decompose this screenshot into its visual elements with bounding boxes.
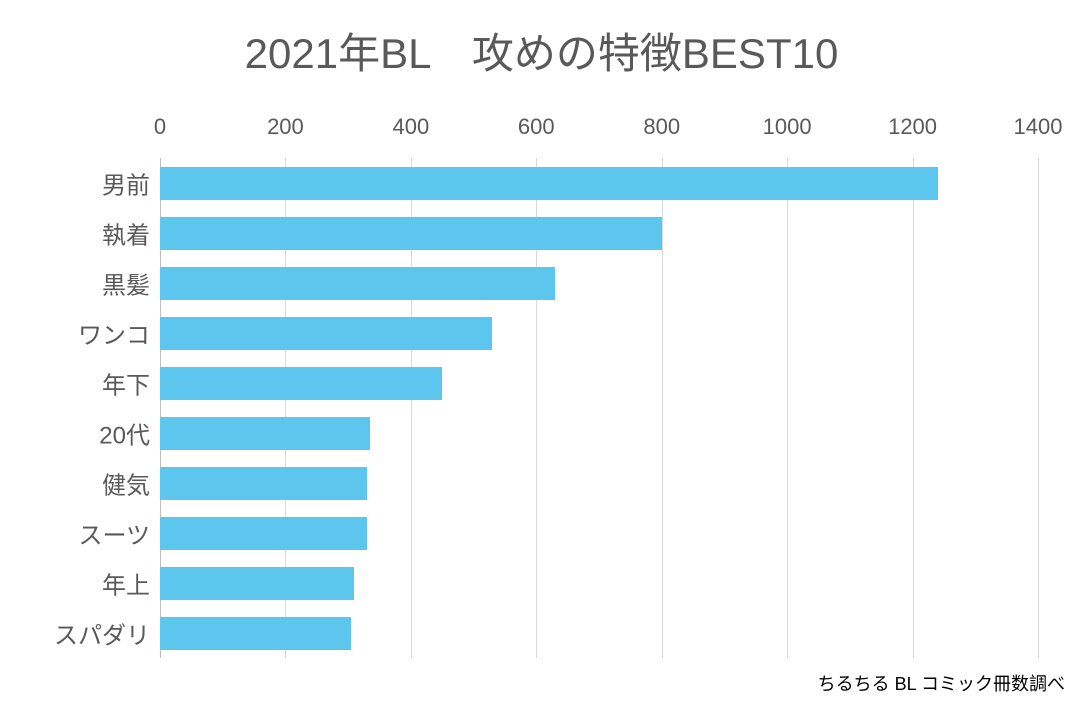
- y-axis-category-label: 20代: [10, 416, 150, 451]
- y-axis-category-label: 年下: [10, 366, 150, 401]
- gridline: [662, 158, 663, 658]
- x-axis-tick-label: 0: [154, 114, 166, 140]
- bar: [160, 417, 370, 450]
- bar: [160, 567, 354, 600]
- bar: [160, 217, 662, 250]
- y-axis-category-label: 年上: [10, 566, 150, 601]
- x-axis-tick-label: 600: [518, 114, 555, 140]
- bars-area: [160, 158, 1038, 658]
- gridline: [1038, 158, 1039, 658]
- chart-footnote: ちるちる BL コミック冊数調べ: [818, 670, 1065, 696]
- bar: [160, 317, 492, 350]
- y-axis-category-label: ワンコ: [10, 316, 150, 351]
- y-axis-category-label: スパダリ: [10, 616, 150, 651]
- bar: [160, 467, 367, 500]
- bar: [160, 517, 367, 550]
- y-axis-category-label: 健気: [10, 466, 150, 501]
- x-axis-labels: 0200400600800100012001400: [160, 108, 1038, 150]
- x-axis-tick-label: 800: [643, 114, 680, 140]
- gridline: [913, 158, 914, 658]
- plot-area: 0200400600800100012001400: [160, 108, 1038, 658]
- x-axis-tick-label: 1200: [888, 114, 937, 140]
- x-axis-tick-label: 200: [267, 114, 304, 140]
- bar: [160, 167, 938, 200]
- gridline: [787, 158, 788, 658]
- chart-title: 2021年BL 攻めの特徴BEST10: [0, 20, 1083, 81]
- y-axis-category-label: 執着: [10, 216, 150, 251]
- y-axis-category-label: 黒髪: [10, 266, 150, 301]
- x-axis-tick-label: 1400: [1014, 114, 1063, 140]
- y-axis-category-label: スーツ: [10, 516, 150, 551]
- x-axis-tick-label: 400: [392, 114, 429, 140]
- bar: [160, 367, 442, 400]
- bar: [160, 617, 351, 650]
- chart-container: 2021年BL 攻めの特徴BEST10 0 200 400 600 800 1000 120…: [0, 0, 1083, 710]
- bar: [160, 267, 555, 300]
- y-axis-category-label: 男前: [10, 166, 150, 201]
- x-axis-tick-label: 1000: [763, 114, 812, 140]
